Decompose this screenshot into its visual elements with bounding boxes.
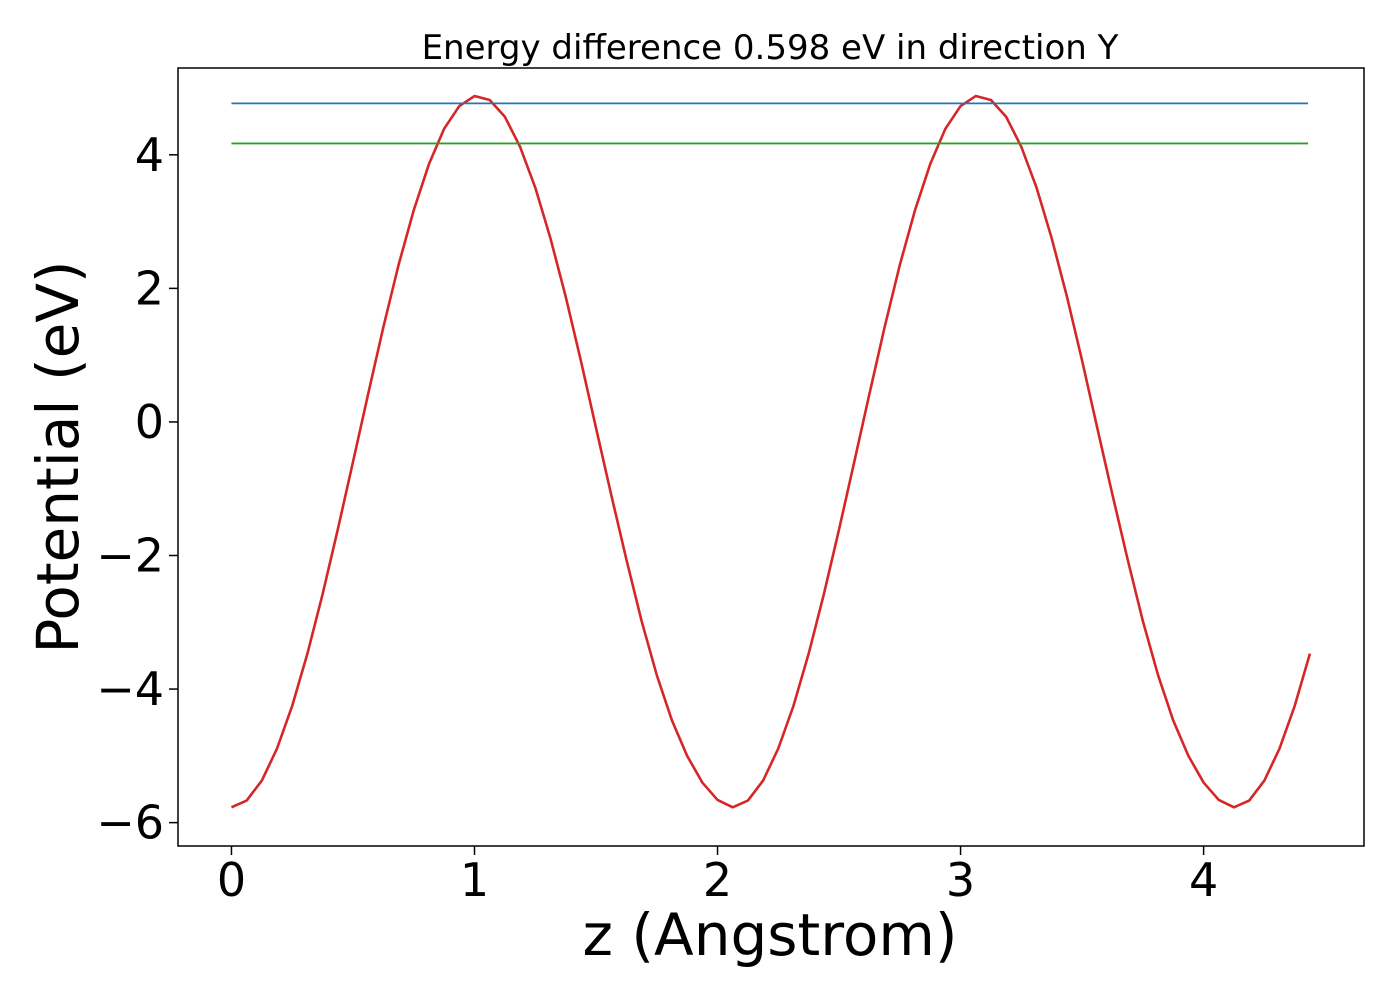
x-axis: 0 1 2 3 4 bbox=[217, 846, 1218, 907]
series-layer bbox=[230, 94, 1312, 809]
y-tick-label: 2 bbox=[135, 261, 164, 315]
chart-title: Energy difference 0.598 eV in direction … bbox=[422, 28, 1119, 68]
plot-area-frame bbox=[177, 67, 1365, 847]
y-tick-label: −6 bbox=[96, 796, 164, 850]
x-tick-label: 1 bbox=[460, 853, 489, 907]
y-tick-label: 4 bbox=[135, 128, 164, 182]
y-tick-label: −2 bbox=[96, 529, 164, 583]
y-axis-label: Potential (eV) bbox=[24, 260, 92, 653]
y-tick-label: −4 bbox=[96, 662, 164, 716]
potential-curve-line bbox=[230, 94, 1312, 809]
x-tick-label: 3 bbox=[946, 853, 975, 907]
x-tick-label: 0 bbox=[217, 853, 246, 907]
x-tick-label: 2 bbox=[703, 853, 732, 907]
x-tick-label: 4 bbox=[1189, 853, 1218, 907]
x-axis-label: z (Angstrom) bbox=[583, 901, 958, 969]
y-axis: −6 −4 −2 0 2 4 bbox=[96, 128, 178, 850]
y-tick-label: 0 bbox=[135, 395, 164, 449]
